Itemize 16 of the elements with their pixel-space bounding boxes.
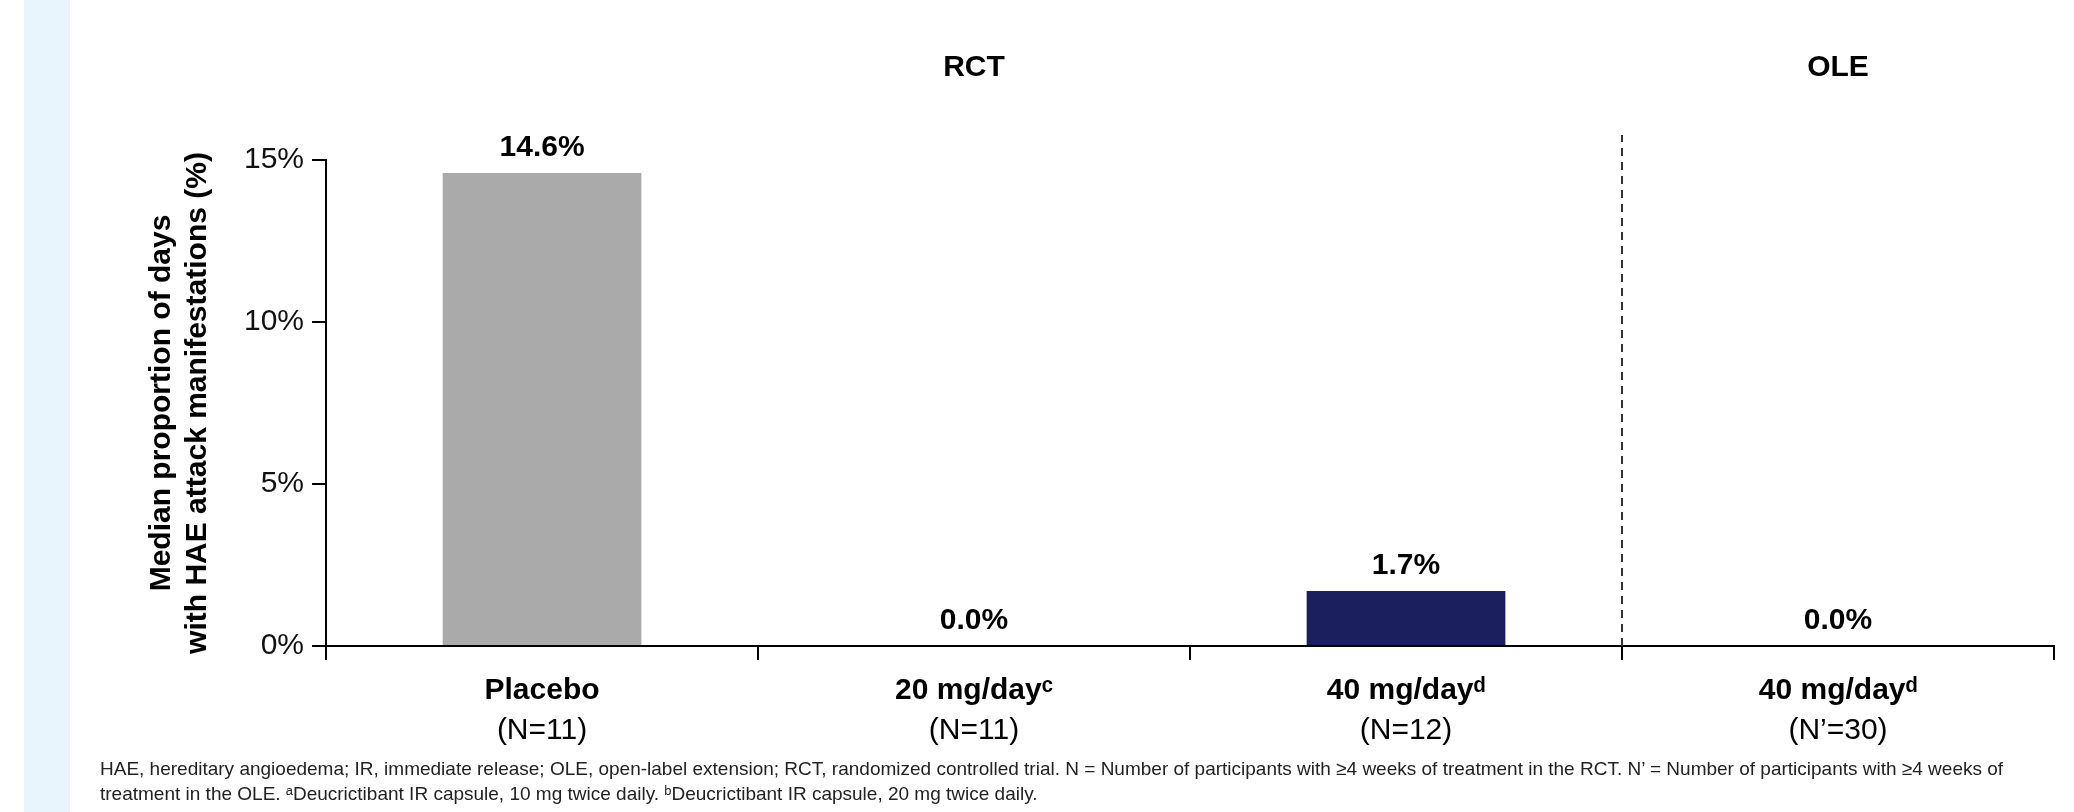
text: RCT [943,49,1005,83]
x-tick-label: Placebo (N=11) [484,672,600,746]
y-axis-title: Median proportion of days with HAE attack manifestations (%) [143,152,213,655]
y-tick-label: 5% [260,465,305,499]
x-tick-label: 20 mg/dayᶜ (N=11) [894,672,1054,746]
data-label: 1.7% [1371,547,1441,581]
y-tick-label: 10% [244,303,305,337]
text: HAE, hereditary angioedema; IR, immediate release; OLE, open-label extension; RCT, randomized controlled trial. N = Number of participants with ≥4 weeks of treatment in the RCT. N’ = Number of participants with ≥4 weeks of treatment in the OLE. ᵃDeucrictibant IR capsule, 10 mg twice daily. ᵇDeucrictibant IR capsule, 20 mg twice daily. [100,757,2005,806]
data-label: 14.6% [499,129,585,163]
y-tick-label: 15% [244,141,305,175]
data-label: 0.0% [939,602,1009,636]
text: OLE [1807,49,1869,83]
x-tick-label: 40 mg/dayᵈ (N=12) [1326,672,1486,746]
y-tick-label: 0% [260,627,305,661]
data-label: 0.0% [1803,602,1873,636]
x-tick-label: 40 mg/dayᵈ (N’=30) [1758,672,1918,746]
